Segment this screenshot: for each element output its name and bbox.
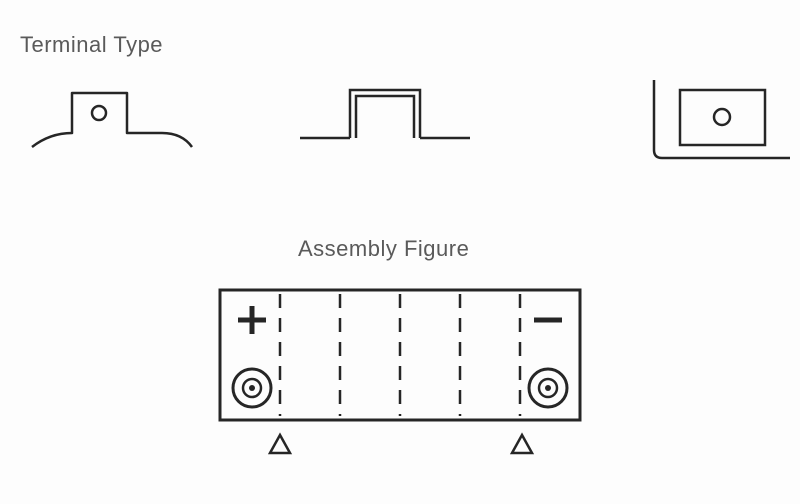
- terminal-side-icon: [640, 80, 800, 180]
- assembly-figure: [210, 280, 590, 480]
- assembly-figure-label: Assembly Figure: [298, 236, 469, 262]
- terminal-lug-icon: [300, 88, 480, 168]
- terminal-type-label: Terminal Type: [20, 32, 163, 58]
- terminal-tab-icon: [32, 88, 192, 168]
